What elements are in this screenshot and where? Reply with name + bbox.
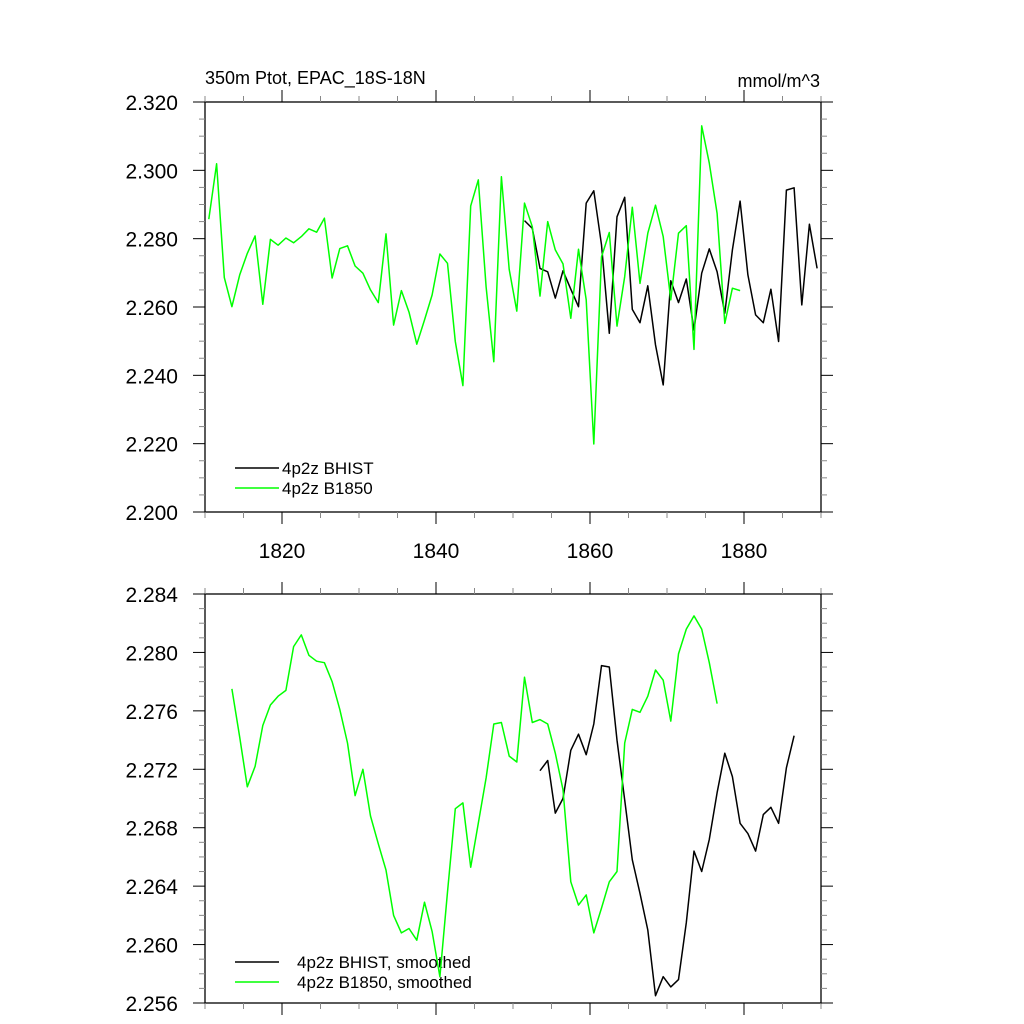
panel-1: 1820 1840 1860 1880 2.200 2.220 2.240 2.260 2.28… xyxy=(125,90,833,563)
series-line-4p2z-b1850 xyxy=(208,125,741,445)
plot-frame xyxy=(204,593,822,1004)
y-tick-label: 2.320 xyxy=(125,92,178,115)
legend-label: 4p2z B1850, smoothed xyxy=(297,973,472,992)
legend-label: 4p2z BHIST xyxy=(282,459,374,478)
legend-label: 4p2z B1850 xyxy=(282,479,373,498)
y-tick-label: 2.280 xyxy=(125,229,178,252)
y-tick-label: 2.260 xyxy=(125,935,178,958)
y-tick-label: 2.260 xyxy=(125,297,178,320)
series-line-4p2z-bhist-smoothed xyxy=(539,664,795,997)
x-tick-label: 1860 xyxy=(567,540,614,563)
y-tick-label: 2.240 xyxy=(125,365,178,388)
x-tick-label: 1880 xyxy=(721,540,768,563)
series-line-4p2z-bhist xyxy=(523,187,818,386)
y-tick-label: 2.284 xyxy=(125,584,178,607)
x-tick-label: 1840 xyxy=(413,540,460,563)
y-tick-label: 2.276 xyxy=(125,701,178,724)
y-tick-label: 2.300 xyxy=(125,160,178,183)
y-tick-label: 2.280 xyxy=(125,642,178,665)
series-line-4p2z-b1850-smoothed xyxy=(231,615,718,978)
y-tick-label: 2.264 xyxy=(125,876,178,899)
y-tick-label: 2.256 xyxy=(125,993,178,1016)
x-tick-label: 1820 xyxy=(259,540,306,563)
y-tick-label: 2.220 xyxy=(125,434,178,457)
y-tick-label: 2.200 xyxy=(125,502,178,525)
legend-label: 4p2z BHIST, smoothed xyxy=(297,953,471,972)
y-tick-label: 2.272 xyxy=(125,759,178,782)
chart-title: 350m Ptot, EPAC_18S-18N xyxy=(205,68,426,89)
units-label: mmol/m^3 xyxy=(738,71,820,91)
panel-2: 2.256 2.260 2.264 2.268 2.272 2.276 2.280 2.284… xyxy=(125,582,833,1016)
y-tick-label: 2.268 xyxy=(125,818,178,841)
